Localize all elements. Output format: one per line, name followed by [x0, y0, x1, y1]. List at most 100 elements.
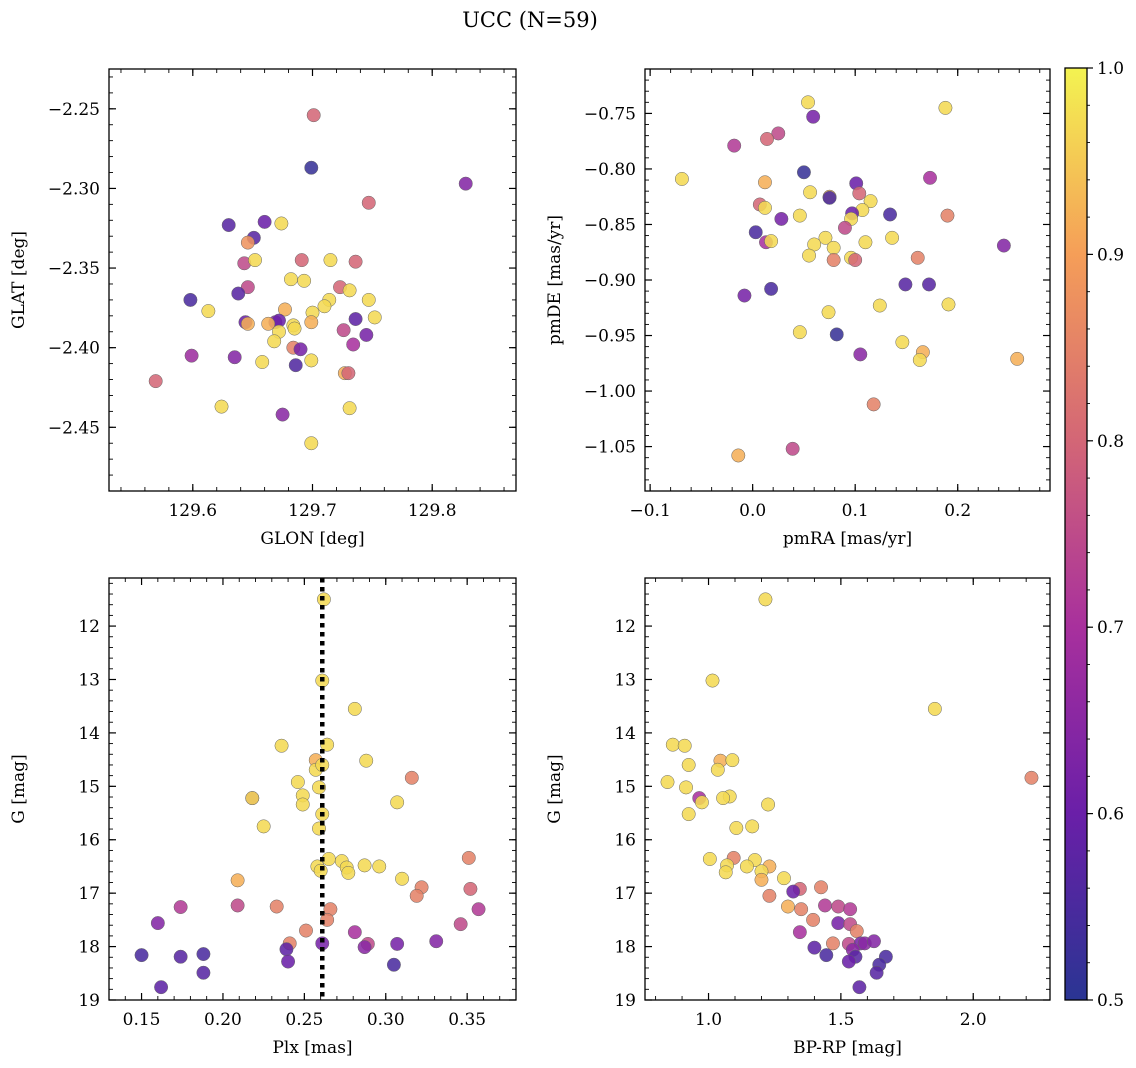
data-point: [841, 954, 856, 969]
data-point: [453, 917, 468, 932]
data-point: [826, 240, 841, 255]
x-tick-label: 1.5: [827, 1010, 854, 1030]
x-tick-label: 129.6: [168, 501, 217, 521]
data-point: [831, 916, 846, 931]
x-tick-label: 0.0: [739, 501, 766, 521]
data-point: [694, 795, 709, 810]
data-point: [361, 195, 376, 210]
data-point: [665, 737, 680, 752]
y-tick-label: 16: [78, 831, 100, 851]
y-tick-label: −0.95: [584, 327, 636, 347]
panel-3-frame: [108, 577, 517, 1001]
data-point: [293, 342, 308, 357]
x-tick-label: 0.2: [944, 501, 971, 521]
data-point: [829, 327, 844, 342]
panel-2-frame: [644, 68, 1051, 492]
colorbar-tick-label: 0.5: [1097, 991, 1124, 1011]
y-tick-label: 15: [614, 777, 636, 797]
data-point: [731, 448, 746, 463]
data-point: [409, 888, 424, 903]
data-point: [248, 253, 262, 268]
data-point: [803, 185, 818, 200]
data-point: [183, 292, 198, 307]
data-point: [359, 753, 374, 768]
data-point: [885, 230, 900, 245]
data-point: [681, 807, 696, 822]
data-point: [357, 858, 372, 873]
y-tick-label: 14: [614, 724, 636, 744]
data-point: [196, 965, 211, 980]
data-point: [725, 753, 740, 768]
y-axis-label: GLAT [deg]: [9, 231, 29, 329]
panel-3-points: [134, 592, 486, 995]
data-point: [154, 980, 169, 995]
data-point: [852, 186, 867, 201]
colorbar-tick-label: 0.8: [1097, 432, 1124, 452]
y-tick-label: 12: [78, 617, 100, 637]
data-point: [269, 899, 284, 914]
data-point: [304, 353, 319, 368]
data-point: [677, 738, 692, 753]
data-point: [150, 916, 165, 931]
data-point: [346, 337, 361, 352]
panel-1-points: [148, 108, 473, 451]
data-point: [831, 899, 846, 914]
data-point: [777, 871, 791, 886]
panel-2: −0.1 0.0 0.1 0.2 −0.75 −0.80 −0.85 −0.90 −0.95 −1…: [545, 68, 1051, 549]
data-point: [710, 762, 725, 777]
x-tick-label: 0.20: [204, 1010, 242, 1030]
data-point: [184, 348, 199, 363]
data-point: [794, 902, 809, 917]
data-point: [739, 859, 754, 874]
data-point: [359, 327, 374, 342]
data-point: [390, 936, 405, 951]
data-point: [729, 821, 744, 835]
data-point: [938, 100, 953, 115]
colorbar-tick-label: 0.7: [1097, 618, 1124, 638]
x-tick-label: 129.8: [408, 501, 457, 521]
data-point: [758, 175, 772, 190]
x-tick-label: −0.1: [629, 501, 670, 521]
data-point: [461, 850, 476, 865]
y-tick-label: 13: [78, 670, 100, 690]
y-tick-label: 18: [78, 938, 100, 958]
data-point: [818, 230, 833, 245]
data-point: [299, 923, 313, 938]
y-tick-label: −2.35: [48, 259, 100, 279]
data-point: [858, 235, 873, 250]
scatter-panels: 129.6 129.7 129.8 −2.25 −2.30 −2.35 −2.40 −2.45…: [9, 68, 1051, 1058]
data-point: [304, 315, 319, 330]
panel-3-ticks: 0.15 0.20 0.25 0.30 0.35 12 13 14 15 16 17 18 19: [78, 578, 516, 1030]
data-point: [284, 272, 298, 287]
data-point: [341, 366, 356, 381]
y-tick-label: 19: [614, 991, 636, 1011]
data-point: [274, 738, 289, 753]
data-point: [727, 138, 742, 153]
y-axis-label: G [mag]: [9, 754, 29, 823]
data-point: [230, 873, 245, 888]
data-point: [807, 940, 822, 955]
colorbar-frame: [1064, 67, 1088, 1001]
data-point: [849, 924, 864, 939]
y-tick-label: 16: [614, 831, 636, 851]
y-tick-label: −0.80: [584, 160, 636, 180]
data-point: [287, 321, 302, 336]
y-tick-label: 17: [78, 884, 100, 904]
y-tick-label: −2.30: [48, 179, 100, 199]
data-point: [702, 852, 717, 866]
data-point: [867, 934, 881, 949]
data-point: [173, 900, 188, 915]
data-point: [240, 235, 255, 250]
data-point: [348, 254, 363, 269]
data-point: [367, 310, 382, 325]
data-point: [806, 109, 821, 124]
data-point: [230, 898, 245, 913]
data-point: [261, 316, 276, 331]
data-point: [304, 436, 319, 451]
data-point: [1024, 770, 1039, 785]
data-point: [806, 912, 821, 927]
colorbar-tick-label: 0.6: [1097, 805, 1124, 825]
data-point: [796, 165, 811, 180]
data-point: [792, 925, 807, 940]
